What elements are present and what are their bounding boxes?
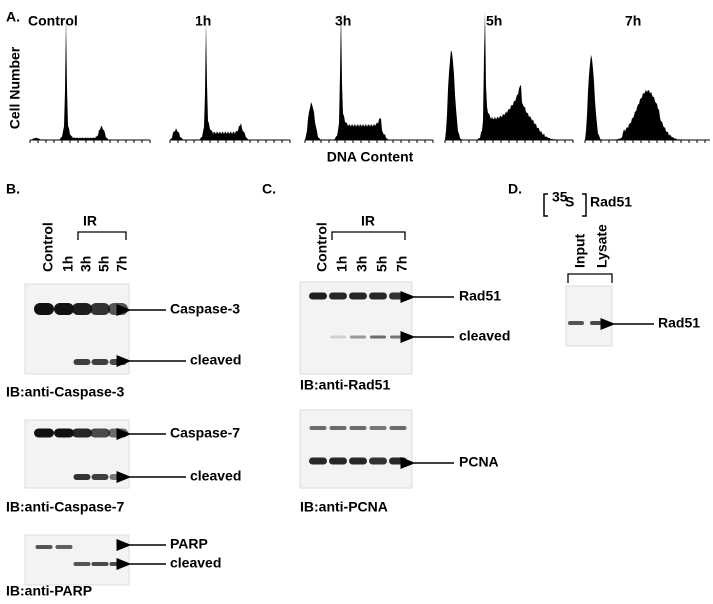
antibody-label: IB:anti-Caspase-3 <box>6 384 124 400</box>
histogram <box>585 54 710 140</box>
condition-label: 5h <box>486 13 502 29</box>
band <box>72 303 92 315</box>
band-label: PCNA <box>459 454 499 470</box>
panel-label: A. <box>6 9 20 25</box>
band <box>109 359 127 365</box>
lane-label: Lysate <box>594 224 610 268</box>
lane-label: 3h <box>78 256 94 272</box>
band <box>90 428 110 438</box>
band <box>369 426 387 430</box>
lane-label: Input <box>572 233 588 268</box>
panel-label: B. <box>6 181 20 197</box>
condition-label: Control <box>28 13 78 29</box>
band <box>369 457 387 465</box>
band <box>109 474 127 480</box>
condition-label: 7h <box>625 13 641 29</box>
band <box>309 426 327 430</box>
band <box>54 428 74 438</box>
treatment-label: IR <box>361 213 375 229</box>
band <box>91 562 109 566</box>
condition-label: 3h <box>335 13 351 29</box>
bracket <box>582 193 587 217</box>
band <box>54 303 74 315</box>
y-axis-label: Cell Number <box>7 46 23 129</box>
lane-label: 7h <box>394 256 410 272</box>
band-label: PARP <box>170 536 208 552</box>
lane-label: 5h <box>96 256 112 272</box>
isotope: S <box>565 194 574 210</box>
band <box>568 321 584 325</box>
histogram <box>30 17 150 140</box>
x-axis-label: DNA Content <box>327 149 414 165</box>
band-label: cleaved <box>459 328 510 344</box>
band <box>309 457 327 465</box>
panel-label: D. <box>508 181 522 197</box>
bracket <box>331 231 406 240</box>
antibody-label: IB:anti-PCNA <box>300 499 388 515</box>
bracket <box>77 231 127 240</box>
band <box>34 303 54 315</box>
bracket <box>543 193 548 217</box>
band <box>329 292 347 300</box>
antibody-label: IB:anti-Caspase-7 <box>6 499 124 515</box>
band <box>90 303 110 315</box>
condition-label: 1h <box>195 13 211 29</box>
band <box>369 292 387 300</box>
band <box>349 292 367 300</box>
band <box>91 359 109 365</box>
band <box>91 474 109 480</box>
lane-label: Control <box>314 222 330 272</box>
lane-label: Control <box>40 222 56 272</box>
band <box>108 428 128 438</box>
band <box>73 359 91 365</box>
band-label: Caspase-3 <box>170 301 240 317</box>
band <box>329 457 347 465</box>
isotope-mass: 35 <box>552 189 568 205</box>
blot <box>565 285 613 347</box>
band <box>55 545 73 549</box>
band <box>389 426 407 430</box>
band <box>349 457 367 465</box>
lane-label: 1h <box>60 256 76 272</box>
antibody-label: IB:anti-PARP <box>6 583 92 599</box>
band <box>73 562 91 566</box>
treatment-label: IR <box>83 213 97 229</box>
band <box>390 335 406 339</box>
lane-label: 3h <box>354 256 370 272</box>
band <box>349 426 367 430</box>
band <box>108 303 128 315</box>
band-label: cleaved <box>170 555 221 571</box>
band-label: Caspase-7 <box>170 425 240 441</box>
bracket <box>567 273 613 283</box>
band <box>590 321 606 325</box>
band <box>35 545 53 549</box>
histogram <box>170 21 290 140</box>
band <box>350 335 366 339</box>
band <box>34 428 54 438</box>
lane-label: 1h <box>334 256 350 272</box>
band <box>72 428 92 438</box>
histogram <box>445 11 573 140</box>
antibody-label: IB:anti-Rad51 <box>300 377 390 393</box>
lane-label: 7h <box>114 256 130 272</box>
blot <box>24 534 130 586</box>
protein-label: Rad51 <box>590 194 632 210</box>
band <box>329 426 347 430</box>
band-label: Rad51 <box>459 288 501 304</box>
band-label: Rad51 <box>658 315 700 331</box>
band <box>389 457 407 465</box>
band-label: cleaved <box>190 468 241 484</box>
band-label: cleaved <box>190 352 241 368</box>
histogram <box>305 9 433 141</box>
band <box>330 335 346 339</box>
band <box>389 292 407 300</box>
band <box>73 474 91 480</box>
band <box>309 292 327 300</box>
blot <box>299 409 413 489</box>
band <box>370 335 386 339</box>
panel-label: C. <box>262 181 276 197</box>
lane-label: 5h <box>374 256 390 272</box>
band <box>109 562 127 566</box>
